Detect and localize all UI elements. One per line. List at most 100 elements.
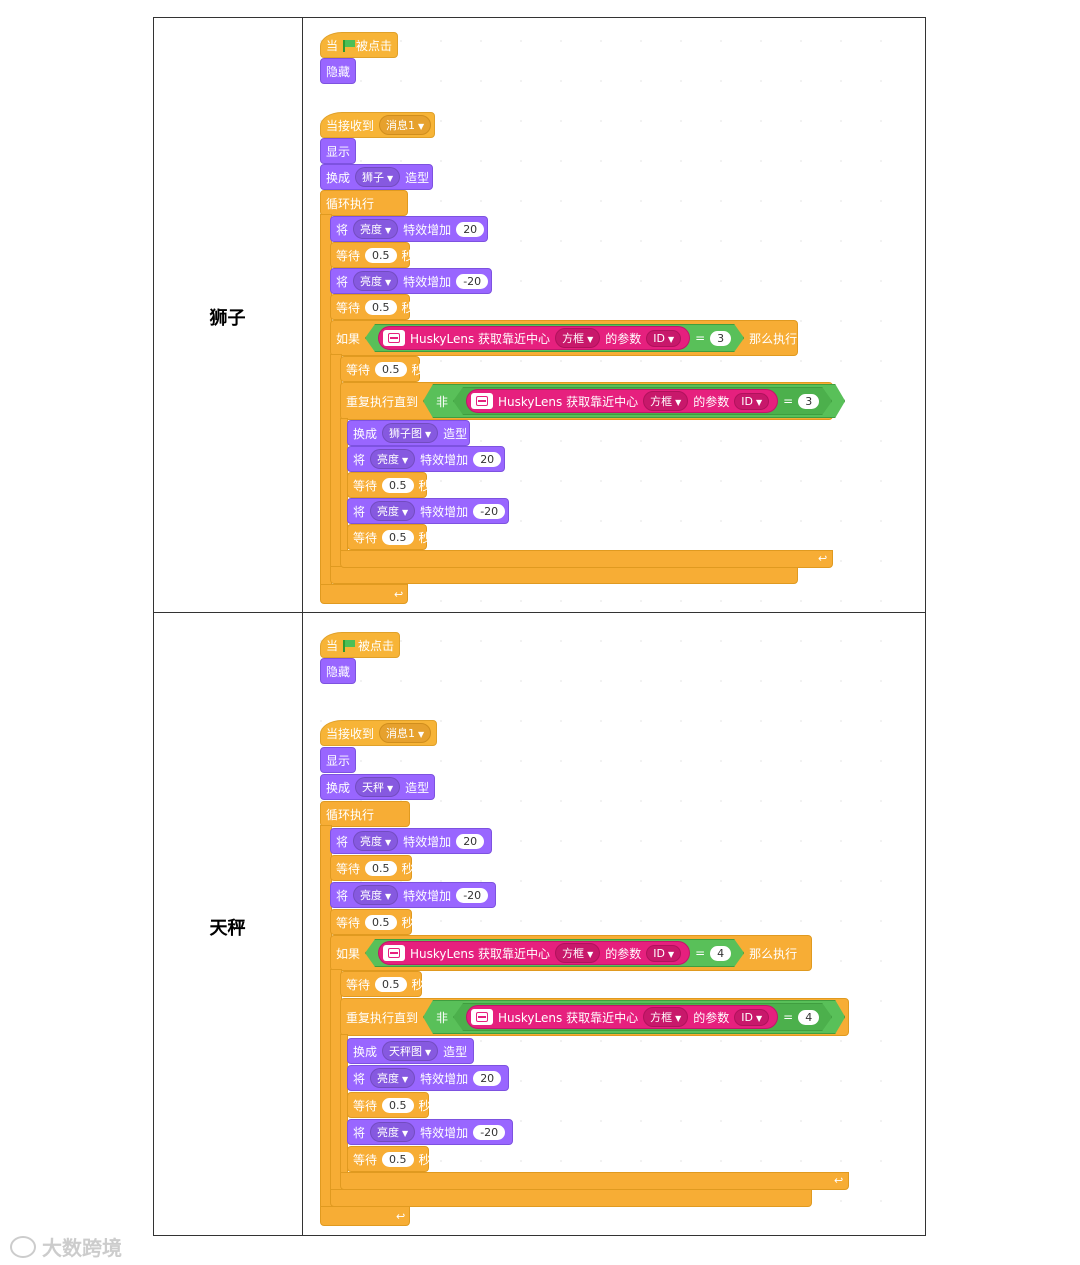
value-input[interactable]: 20 [473,451,502,467]
hide-block[interactable]: 隐藏 [320,58,356,84]
effect-dropdown[interactable]: 亮度 ▼ [353,219,399,239]
grid-dot [440,120,442,122]
value-input[interactable]: -20 [456,887,489,903]
huskylens-reporter[interactable]: HuskyLens 获取靠近中心 方框 ▼ 的参数 ID ▼ [378,941,690,965]
grid-dot [480,600,482,602]
grid-dot [560,120,562,122]
repeat-until-block[interactable]: 重复执行直到 非 HuskyLens 获取靠近中心 方框 ▼ 的参数 ID ▼ = … [340,998,849,1036]
switch-costume-block[interactable]: 换成 狮子 ▼ 造型 [320,164,433,190]
change-effect-block[interactable]: 将 亮度 ▼ 特效增加 20 [330,216,488,242]
costume-dropdown[interactable]: 天秤图 ▼ [382,1041,439,1061]
seconds-input[interactable]: 0.5 [382,529,414,545]
switch-costume-block[interactable]: 换成 天秤 ▼ 造型 [320,774,435,800]
equals-operator[interactable]: HuskyLens 获取靠近中心 方框 ▼ 的参数 ID ▼ = 3 [453,387,832,415]
huskylens-reporter[interactable]: HuskyLens 获取靠近中心 方框 ▼ 的参数 ID ▼ [378,326,690,350]
equals-operator[interactable]: HuskyLens 获取靠近中心 方框 ▼ 的参数 ID ▼ = 4 [453,1003,832,1031]
id-dropdown[interactable]: ID ▼ [646,945,681,962]
when-flag-clicked-block[interactable]: 当 被点击 [320,632,400,658]
huskylens-reporter[interactable]: HuskyLens 获取靠近中心 方框 ▼ 的参数 ID ▼ [466,1005,778,1029]
seconds-input[interactable]: 0.5 [382,1151,414,1167]
wait-block[interactable]: 等待 0.5 秒 [330,294,414,320]
change-effect-block[interactable]: 将 亮度 ▼ 特效增加 -20 [330,268,492,294]
show-block[interactable]: 显示 [320,138,356,164]
id-value-input[interactable]: 4 [798,1010,819,1025]
costume-dropdown[interactable]: 狮子图 ▼ [382,423,439,443]
message-dropdown[interactable]: 消息1 ▼ [379,115,432,135]
grid-dot [520,880,522,882]
change-effect-block[interactable]: 将 亮度 ▼ 特效增加 20 [347,446,505,472]
box-dropdown[interactable]: 方框 ▼ [555,943,600,963]
wait-block[interactable]: 等待 0.5 秒 [347,524,431,550]
wait-block[interactable]: 等待 0.5 秒 [347,472,431,498]
forever-block[interactable]: 循环执行 [320,801,410,827]
value-input[interactable]: -20 [473,1124,506,1140]
value-input[interactable]: 20 [456,221,485,237]
when-receive-block[interactable]: 当接收到 消息1 ▼ [320,112,435,138]
if-then-block[interactable]: 如果 HuskyLens 获取靠近中心 方框 ▼ 的参数 ID ▼ = 3 那么执行 [330,320,798,356]
value-input[interactable]: 20 [456,833,485,849]
then-label: 那么执行 [749,331,798,346]
costume-dropdown[interactable]: 狮子 ▼ [355,167,401,187]
wait-block[interactable]: 等待 0.5 秒 [330,855,414,881]
effect-dropdown[interactable]: 亮度 ▼ [353,831,399,851]
if-then-block[interactable]: 如果 HuskyLens 获取靠近中心 方框 ▼ 的参数 ID ▼ = 4 那么执行 [330,935,812,971]
change-effect-block[interactable]: 将 亮度 ▼ 特效增加 20 [347,1065,509,1091]
wait-block[interactable]: 等待 0.5 秒 [347,1092,431,1118]
change-effect-block[interactable]: 将 亮度 ▼ 特效增加 20 [330,828,492,854]
effect-dropdown[interactable]: 亮度 ▼ [370,501,416,521]
seconds-input[interactable]: 0.5 [375,361,407,377]
equals-operator[interactable]: HuskyLens 获取靠近中心 方框 ▼ 的参数 ID ▼ = 4 [365,939,744,967]
seconds-input[interactable]: 0.5 [365,914,397,930]
change-effect-block[interactable]: 将 亮度 ▼ 特效增加 -20 [347,1119,513,1145]
not-operator[interactable]: 非 HuskyLens 获取靠近中心 方框 ▼ 的参数 ID ▼ = 4 [423,1000,845,1034]
wait-block[interactable]: 等待 0.5 秒 [330,242,414,268]
equals-operator[interactable]: HuskyLens 获取靠近中心 方框 ▼ 的参数 ID ▼ = 3 [365,324,744,352]
grid-dot [400,760,402,762]
seconds-input[interactable]: 0.5 [382,477,414,493]
effect-dropdown[interactable]: 亮度 ▼ [353,271,399,291]
wait-block[interactable]: 等待 0.5 秒 [340,356,424,382]
effect-dropdown[interactable]: 亮度 ▼ [353,885,399,905]
box-dropdown[interactable]: 方框 ▼ [555,328,600,348]
effect-dropdown[interactable]: 亮度 ▼ [370,449,416,469]
wait-block[interactable]: 等待 0.5 秒 [340,971,424,997]
when-flag-clicked-block[interactable]: 当 被点击 [320,32,398,58]
switch-costume-block[interactable]: 换成 狮子图 ▼ 造型 [347,420,470,446]
id-value-input[interactable]: 3 [798,394,819,409]
not-operator[interactable]: 非 HuskyLens 获取靠近中心 方框 ▼ 的参数 ID ▼ = 3 [423,384,845,418]
forever-block[interactable]: 循环执行 [320,190,408,216]
effect-dropdown[interactable]: 亮度 ▼ [370,1068,416,1088]
hide-block[interactable]: 隐藏 [320,658,356,684]
value-input[interactable]: -20 [456,273,489,289]
seconds-input[interactable]: 0.5 [382,1097,414,1113]
message-dropdown[interactable]: 消息1 ▼ [379,723,432,743]
grid-dot [800,440,802,442]
change-effect-block[interactable]: 将 亮度 ▼ 特效增加 -20 [347,498,509,524]
wait-block[interactable]: 等待 0.5 秒 [330,909,414,935]
wait-block[interactable]: 等待 0.5 秒 [347,1146,431,1172]
id-dropdown[interactable]: ID ▼ [646,330,681,347]
grid-dot [560,160,562,162]
grid-dot [760,240,762,242]
costume-dropdown[interactable]: 天秤 ▼ [355,777,401,797]
id-value-input[interactable]: 3 [710,331,731,346]
huskylens-reporter[interactable]: HuskyLens 获取靠近中心 方框 ▼ 的参数 ID ▼ [466,389,778,413]
repeat-until-block[interactable]: 重复执行直到 非 HuskyLens 获取靠近中心 方框 ▼ 的参数 ID ▼ = … [340,382,833,420]
seconds-input[interactable]: 0.5 [365,299,397,315]
show-block[interactable]: 显示 [320,747,356,773]
effect-dropdown[interactable]: 亮度 ▼ [370,1122,416,1142]
grid-dot [680,1160,682,1162]
box-dropdown[interactable]: 方框 ▼ [643,1007,688,1027]
when-receive-block[interactable]: 当接收到 消息1 ▼ [320,720,437,746]
seconds-input[interactable]: 0.5 [365,860,397,876]
box-dropdown[interactable]: 方框 ▼ [643,391,688,411]
change-effect-block[interactable]: 将 亮度 ▼ 特效增加 -20 [330,882,496,908]
seconds-input[interactable]: 0.5 [365,247,397,263]
id-dropdown[interactable]: ID ▼ [734,1009,769,1026]
switch-costume-block[interactable]: 换成 天秤图 ▼ 造型 [347,1038,474,1064]
id-value-input[interactable]: 4 [710,946,731,961]
value-input[interactable]: -20 [473,503,506,519]
id-dropdown[interactable]: ID ▼ [734,393,769,410]
seconds-input[interactable]: 0.5 [375,976,407,992]
value-input[interactable]: 20 [473,1070,502,1086]
